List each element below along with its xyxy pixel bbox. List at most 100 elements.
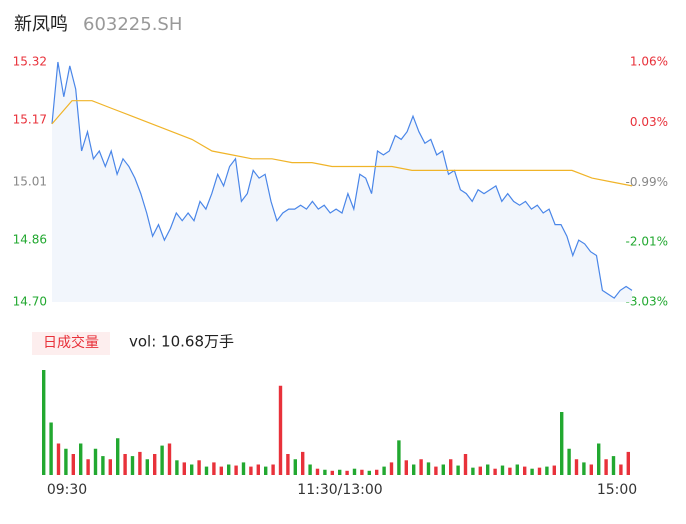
volume-bar [256, 464, 260, 475]
y-tick-label: 15.17 [13, 113, 47, 127]
y-tick-label: 15.01 [13, 175, 47, 189]
volume-bar [552, 465, 556, 475]
volume-bar [589, 464, 593, 475]
volume-bar [293, 459, 297, 475]
volume-bar [419, 459, 423, 475]
volume-bar [345, 470, 349, 475]
volume-bar [264, 466, 268, 475]
price-line [51, 61, 633, 299]
volume-bar [508, 467, 512, 475]
volume-bar [301, 451, 305, 475]
volume-bar [619, 464, 623, 475]
volume-bar [79, 443, 83, 475]
volume-bar [145, 459, 149, 475]
volume-bar [308, 464, 312, 475]
volume-bar [375, 469, 379, 475]
volume-bar [478, 466, 482, 475]
volume-bar [338, 469, 342, 475]
volume-bar [138, 451, 142, 475]
stock-code: 603225.SH [83, 14, 182, 35]
volume-bar [360, 469, 364, 475]
y-tick-label: 15.32 [13, 55, 47, 69]
volume-bar [64, 448, 68, 475]
volume-bar [130, 456, 135, 475]
volume-bar [545, 466, 549, 475]
volume-bar [567, 448, 571, 475]
volume-bar [611, 456, 616, 475]
volume-bar [441, 464, 445, 475]
y-tick-label: 14.70 [13, 295, 47, 309]
volume-summary: vol: 10.68万手 [129, 333, 234, 351]
volume-bar [367, 470, 371, 475]
volume-label: 日成交量 [43, 334, 99, 351]
volume-bar [219, 466, 223, 475]
volume-bar [212, 462, 216, 475]
volume-bar [175, 460, 179, 475]
volume-bar [449, 459, 453, 475]
volume-bar [86, 459, 90, 475]
x-tick-label: 11:30/13:00 [297, 482, 382, 498]
volume-bar [537, 467, 542, 475]
volume-bar [404, 460, 408, 475]
volume-bar [493, 468, 497, 475]
volume-bar [93, 448, 98, 475]
volume-bar [574, 459, 579, 475]
volume-bar [471, 467, 475, 475]
x-tick-label: 15:00 [597, 482, 637, 498]
volume-bar [500, 465, 505, 475]
volume-bar [597, 443, 601, 475]
volume-bar [523, 466, 527, 475]
volume-bar [241, 462, 246, 475]
volume-bar [426, 462, 431, 475]
volume-bar [530, 468, 534, 475]
volume-bar [604, 459, 608, 475]
volume-bar [182, 462, 186, 475]
y2-tick-label: 0.03% [630, 115, 668, 129]
volume-bar [382, 466, 386, 475]
volume-bar [249, 466, 253, 475]
volume-label-box [32, 332, 110, 355]
volume-bar [153, 454, 157, 475]
price-area [52, 62, 632, 302]
volume-bar [190, 464, 194, 475]
y2-tick-label: -3.03% [626, 295, 668, 309]
volume-bar [626, 451, 630, 475]
y2-tick-label: 1.06% [630, 55, 668, 69]
volume-bar [49, 422, 53, 475]
volume-bar [271, 464, 275, 475]
volume-bar [101, 456, 105, 475]
volume-bar [330, 470, 334, 475]
volume-bar [323, 469, 327, 475]
volume-bar [560, 412, 564, 475]
volume-bar [42, 370, 46, 475]
volume-bar [434, 466, 438, 475]
volume-bar [116, 438, 120, 475]
volume-bar [456, 465, 460, 475]
y-tick-label: 14.86 [13, 233, 47, 247]
volume-bar [71, 454, 75, 475]
volume-bar [197, 460, 201, 475]
volume-bar [278, 385, 283, 475]
volume-bar [167, 443, 172, 475]
volume-bar [515, 464, 519, 475]
volume-bar [286, 454, 290, 475]
volume-bar [160, 445, 164, 475]
volume-bar [463, 454, 468, 475]
volume-bar [582, 462, 586, 475]
y2-tick-label: -0.99% [626, 175, 668, 189]
volume-bar [352, 468, 357, 475]
volume-bar [315, 468, 320, 475]
x-tick-label: 09:30 [47, 482, 87, 498]
volume-bar [108, 459, 112, 475]
volume-bar [123, 454, 127, 475]
chart-title: 新凤鸣 [14, 14, 68, 35]
volume-bar [412, 464, 416, 475]
volume-bar [234, 465, 238, 475]
average-line [51, 100, 633, 187]
volume-bar [227, 464, 231, 475]
volume-bar [389, 462, 394, 475]
volume-bar [397, 440, 401, 475]
volume-bar [486, 464, 490, 475]
volume-bar [56, 443, 61, 475]
